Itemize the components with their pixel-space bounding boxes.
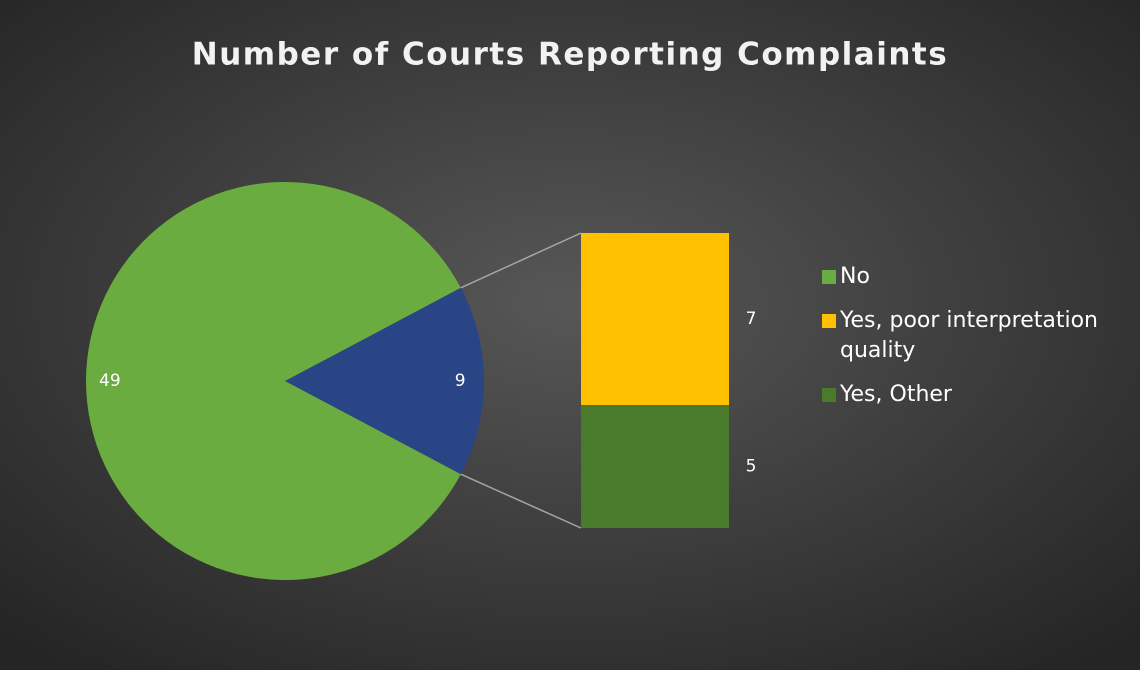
pie-slice [285,287,485,475]
legend-label: Yes, poor interpretation quality [840,308,1098,363]
data-label: 5 [746,457,757,477]
legend-item: Yes, poor interpretation quality [822,306,1122,366]
legend-swatch [822,314,836,328]
legend-item: No [822,262,1122,292]
legend-label: Yes, Other [840,382,952,407]
legend: No Yes, poor interpretation quality Yes, O… [822,262,1122,424]
chart-title: Number of Courts Reporting Complaints [192,37,948,73]
legend-swatch [822,270,836,284]
data-label: 7 [746,309,757,329]
pie-slice [85,181,461,580]
legend-swatch [822,388,836,402]
data-label: 9 [455,371,466,391]
legend-item: Yes, Other [822,380,1122,410]
connector-line [460,232,582,289]
data-label: 49 [99,371,121,391]
connector-line [460,473,582,529]
legend-label: No [840,264,870,289]
bar-segment [581,233,729,406]
bar-segment [581,405,729,528]
